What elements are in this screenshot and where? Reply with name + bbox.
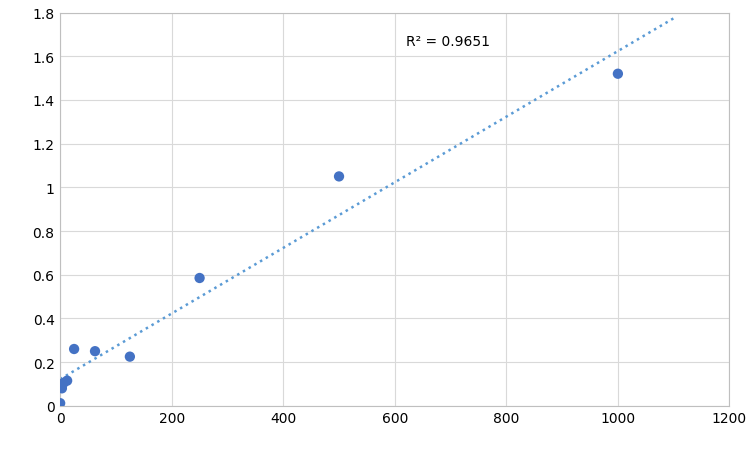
Point [61, 377, 73, 384]
Point [68, 345, 80, 353]
Point [124, 353, 136, 360]
Point [612, 71, 624, 78]
Text: R² = 0.9651: R² = 0.9651 [406, 35, 490, 49]
Point [333, 173, 345, 180]
Point [89, 348, 101, 355]
Point [56, 385, 68, 392]
Point [54, 400, 66, 407]
Point [58, 379, 70, 387]
Point [193, 275, 205, 282]
